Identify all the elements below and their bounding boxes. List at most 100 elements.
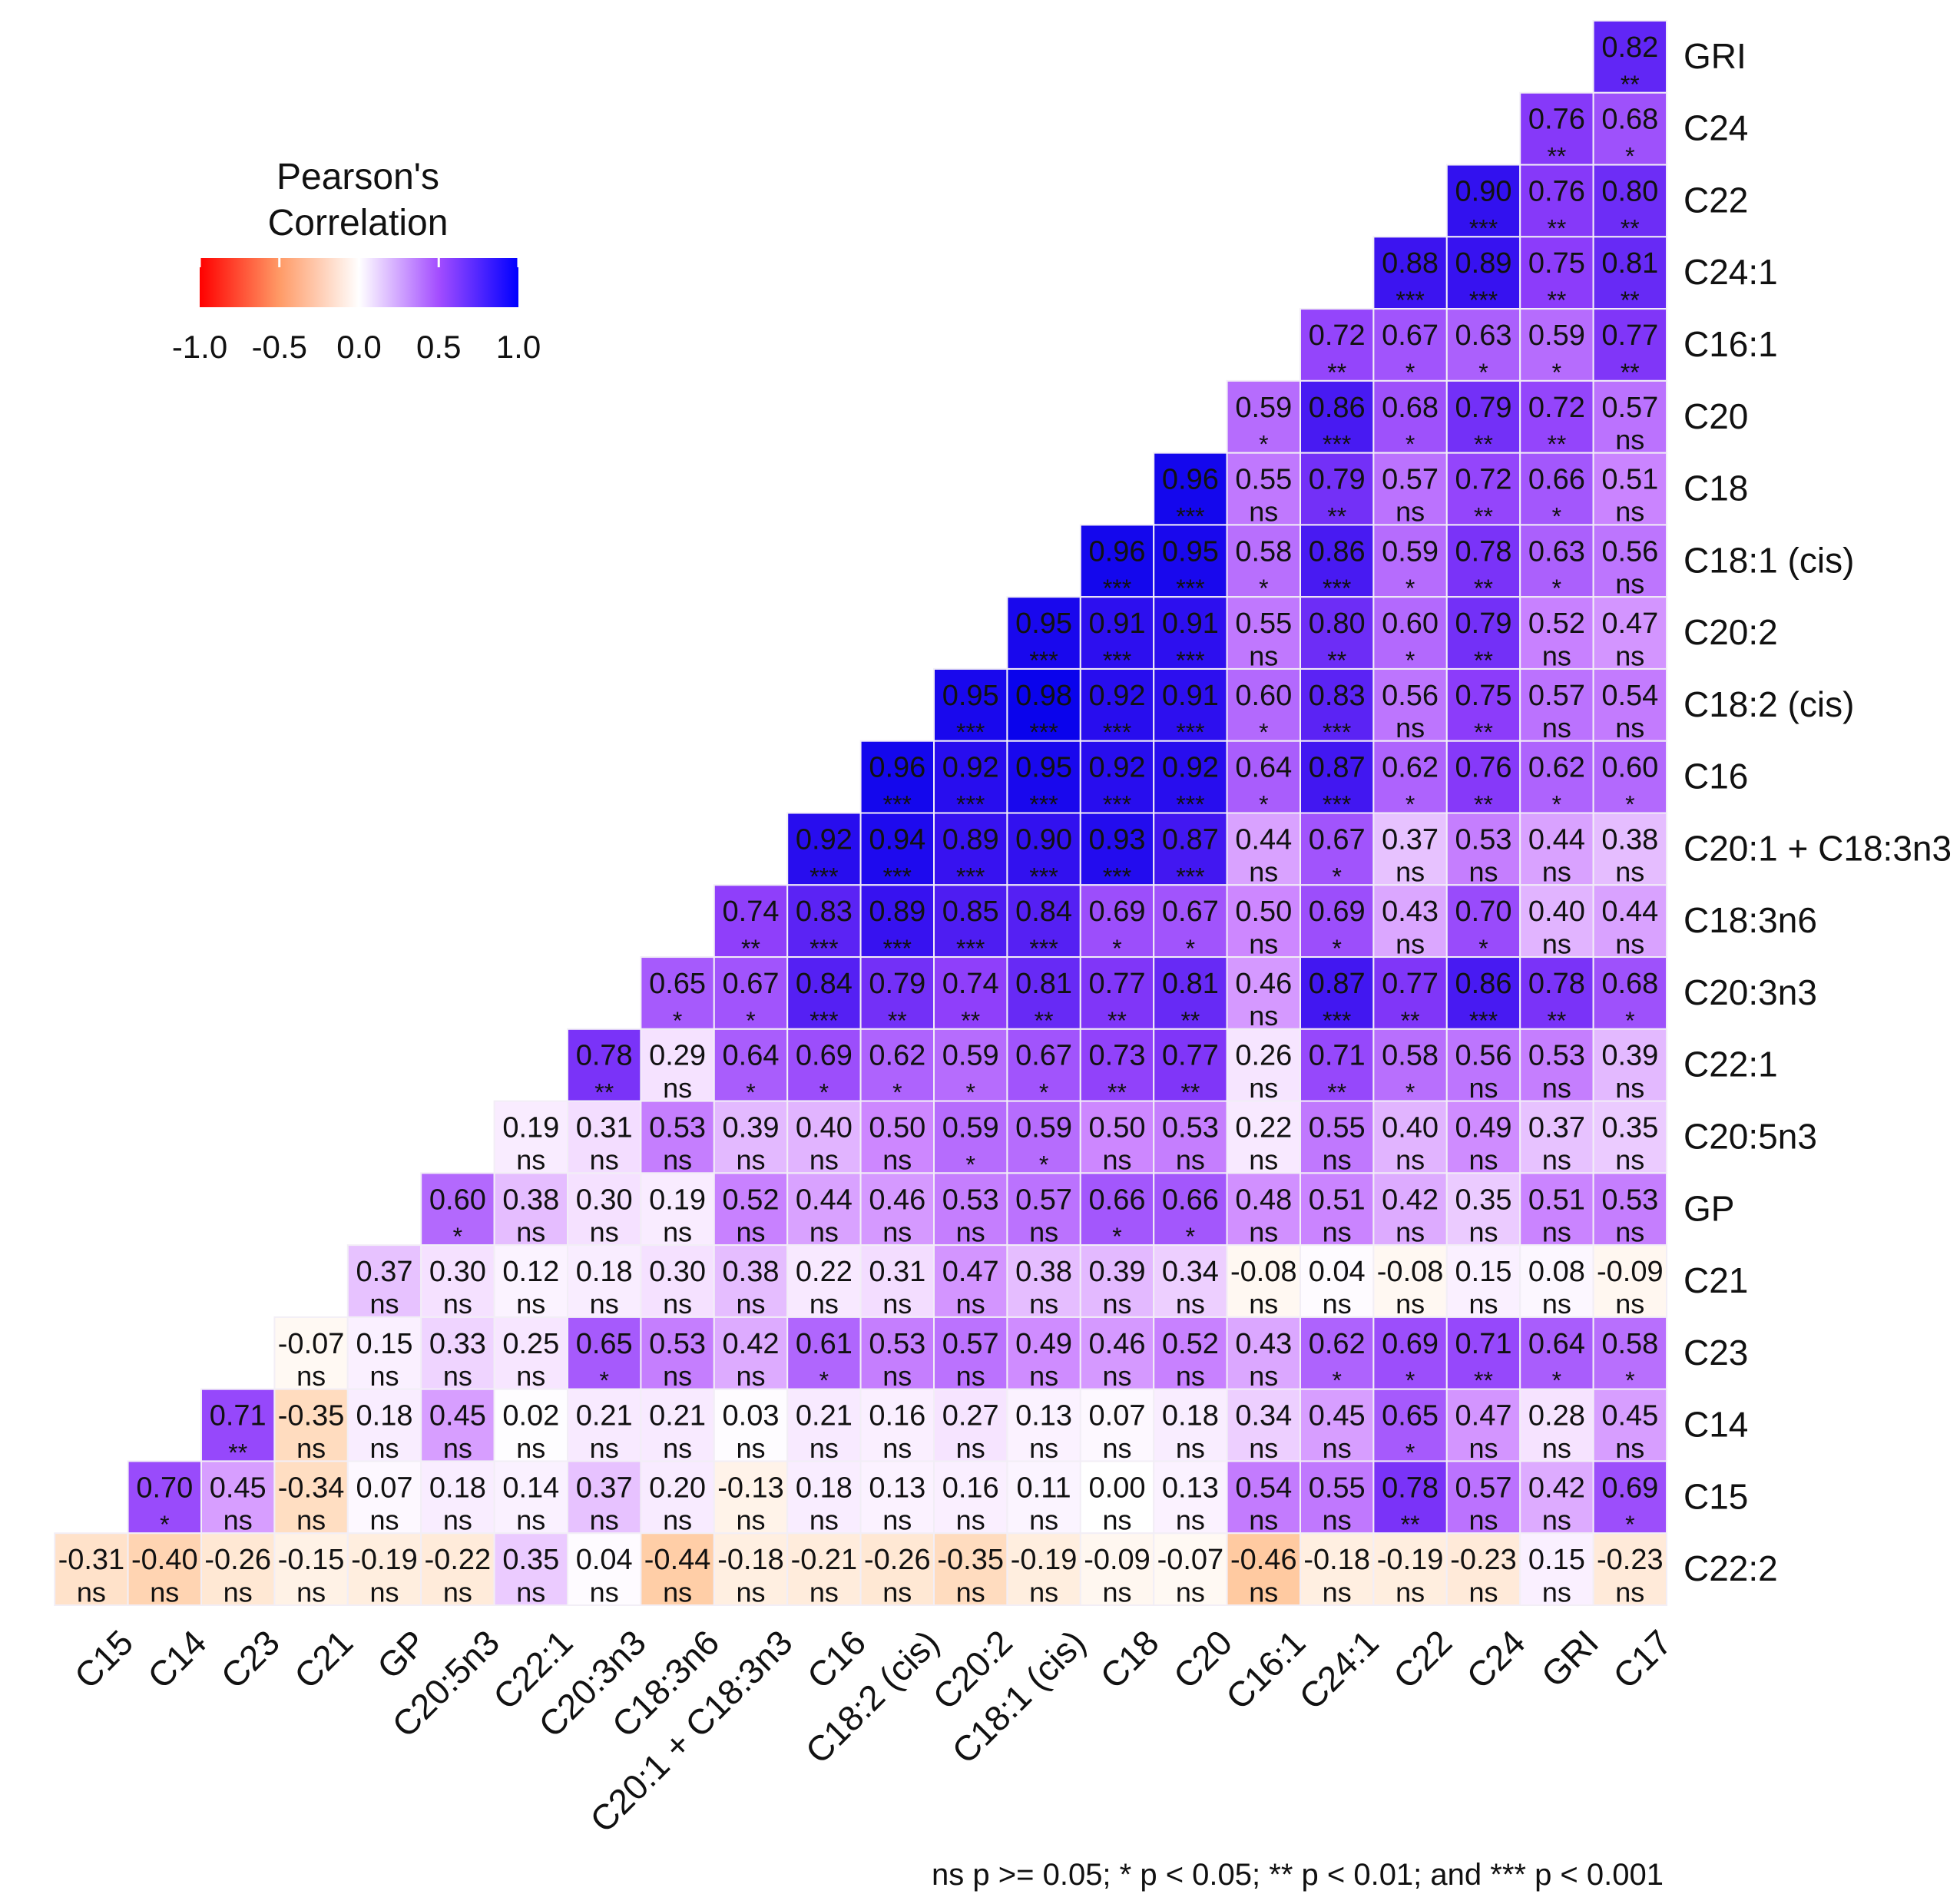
heatmap-cell-value: 0.44 <box>1235 823 1292 856</box>
heatmap-cell-significance: ns <box>443 1288 472 1320</box>
heatmap-cell-significance: ns <box>1396 712 1425 743</box>
heatmap-cell-rect <box>1445 884 1521 959</box>
heatmap-cell-significance: ns <box>1249 1144 1278 1176</box>
heatmap-cell-value: 0.84 <box>796 968 853 1000</box>
heatmap-cell-significance: * <box>599 1367 608 1395</box>
heatmap-cell-value: 0.46 <box>1089 1328 1146 1360</box>
heatmap-cell-rect <box>1006 1244 1081 1318</box>
heatmap-cell-significance: ns <box>516 1360 545 1392</box>
heatmap-cell-rect <box>640 1388 715 1462</box>
heatmap-cell-rect <box>933 1244 1008 1318</box>
row-label: C23 <box>1684 1333 1748 1373</box>
heatmap-cell-value: 0.88 <box>1382 247 1439 280</box>
heatmap-cell: 0.76** <box>1445 740 1521 819</box>
heatmap-cell: 0.98*** <box>1006 667 1081 747</box>
heatmap-cell: 0.79** <box>1445 596 1521 674</box>
heatmap-cell-significance: * <box>1405 647 1415 674</box>
heatmap-cell-value: 0.45 <box>210 1472 267 1504</box>
heatmap-cell-value: 0.53 <box>649 1111 706 1144</box>
legend-title-line2: Correlation <box>268 203 449 243</box>
heatmap-cell-rect <box>786 1388 862 1462</box>
heatmap-cell-value: 0.95 <box>1162 535 1219 568</box>
column-label: C14 <box>140 1622 214 1696</box>
heatmap-cell-value: 0.34 <box>1162 1256 1219 1288</box>
heatmap-cell-rect <box>1153 812 1228 886</box>
heatmap-cell-significance: * <box>1405 1439 1415 1466</box>
heatmap-cell-value: 0.69 <box>1382 1328 1439 1360</box>
heatmap-cell: 0.60 * <box>1226 667 1301 747</box>
heatmap-cell-rect <box>1153 1532 1228 1607</box>
heatmap-cell-rect <box>127 1532 203 1607</box>
heatmap-cell-rect <box>1226 1100 1301 1174</box>
row-label: C15 <box>1684 1476 1748 1516</box>
heatmap-cell-significance: ns <box>369 1360 399 1392</box>
heatmap-cell-significance: ns <box>223 1576 253 1608</box>
heatmap-cell-value: 0.40 <box>796 1111 853 1144</box>
heatmap-cell-value: 0.76 <box>1528 104 1585 136</box>
row-label: C21 <box>1684 1260 1748 1300</box>
heatmap-cell-rect <box>1006 740 1081 814</box>
heatmap-cell-significance: ns <box>882 1288 912 1320</box>
heatmap-cell-rect <box>1153 740 1228 814</box>
heatmap-cell-rect <box>1372 956 1448 1030</box>
heatmap-cell-rect <box>1519 1532 1594 1607</box>
heatmap-cell-significance: ns <box>1396 1216 1425 1247</box>
heatmap-cell: 0.63 * <box>1519 524 1594 602</box>
heatmap-cell-significance: ns <box>516 1216 545 1247</box>
heatmap-cell-significance: ns <box>1249 1216 1278 1247</box>
heatmap-cell-significance: ns <box>1102 1288 1131 1320</box>
heatmap-cell-value: -0.19 <box>1011 1544 1078 1576</box>
heatmap-cell-value: 0.68 <box>1601 104 1658 136</box>
heatmap-cell-significance: ns <box>1249 928 1278 959</box>
heatmap-cell-value: 0.50 <box>1235 896 1292 928</box>
heatmap-cell-rect <box>1519 884 1594 959</box>
heatmap-cell-rect <box>1519 308 1594 382</box>
heatmap-cell-significance: ns <box>1396 1288 1425 1320</box>
heatmap-cell: 0.67 * <box>1299 812 1375 890</box>
heatmap-cell-value: 0.39 <box>1601 1040 1658 1072</box>
heatmap-cell-value: 0.40 <box>1382 1111 1439 1144</box>
heatmap-cell-rect <box>1519 596 1594 670</box>
heatmap-cell: 0.78** <box>1519 956 1594 1035</box>
legend-tick-label: -1.0 <box>172 329 227 365</box>
heatmap-cell-value: 0.38 <box>502 1184 559 1216</box>
heatmap-cell-rect <box>1592 596 1668 670</box>
heatmap-cell-value: 0.25 <box>502 1328 559 1360</box>
heatmap-cell: 0.77** <box>1592 308 1668 386</box>
heatmap-cell: 0.93*** <box>1079 812 1155 890</box>
heatmap-cell: 0.78** <box>567 1028 642 1107</box>
heatmap-cell-value: 0.13 <box>1015 1400 1072 1432</box>
heatmap-cell-significance: ns <box>1542 1144 1571 1176</box>
heatmap-cell-significance: ns <box>1468 1288 1498 1320</box>
heatmap-cell-significance: ns <box>1542 1216 1571 1247</box>
heatmap-cell-significance: ns <box>956 1360 985 1392</box>
heatmap-cell-value: 0.59 <box>1235 392 1292 424</box>
heatmap-cell-rect <box>1372 308 1448 382</box>
heatmap-cell-value: -0.07 <box>278 1328 345 1360</box>
heatmap-cell-rect <box>1519 667 1594 742</box>
heatmap-cell-value: -0.22 <box>425 1544 492 1576</box>
heatmap-cell-significance: ns <box>443 1505 472 1536</box>
heatmap-cell: 0.91*** <box>1153 596 1228 674</box>
heatmap-cell-significance: ns <box>590 1288 619 1320</box>
heatmap-cell: 0.78** <box>1445 524 1521 602</box>
heatmap-cell-significance: ns <box>1615 424 1644 455</box>
heatmap-cell-significance: * <box>1405 575 1415 602</box>
